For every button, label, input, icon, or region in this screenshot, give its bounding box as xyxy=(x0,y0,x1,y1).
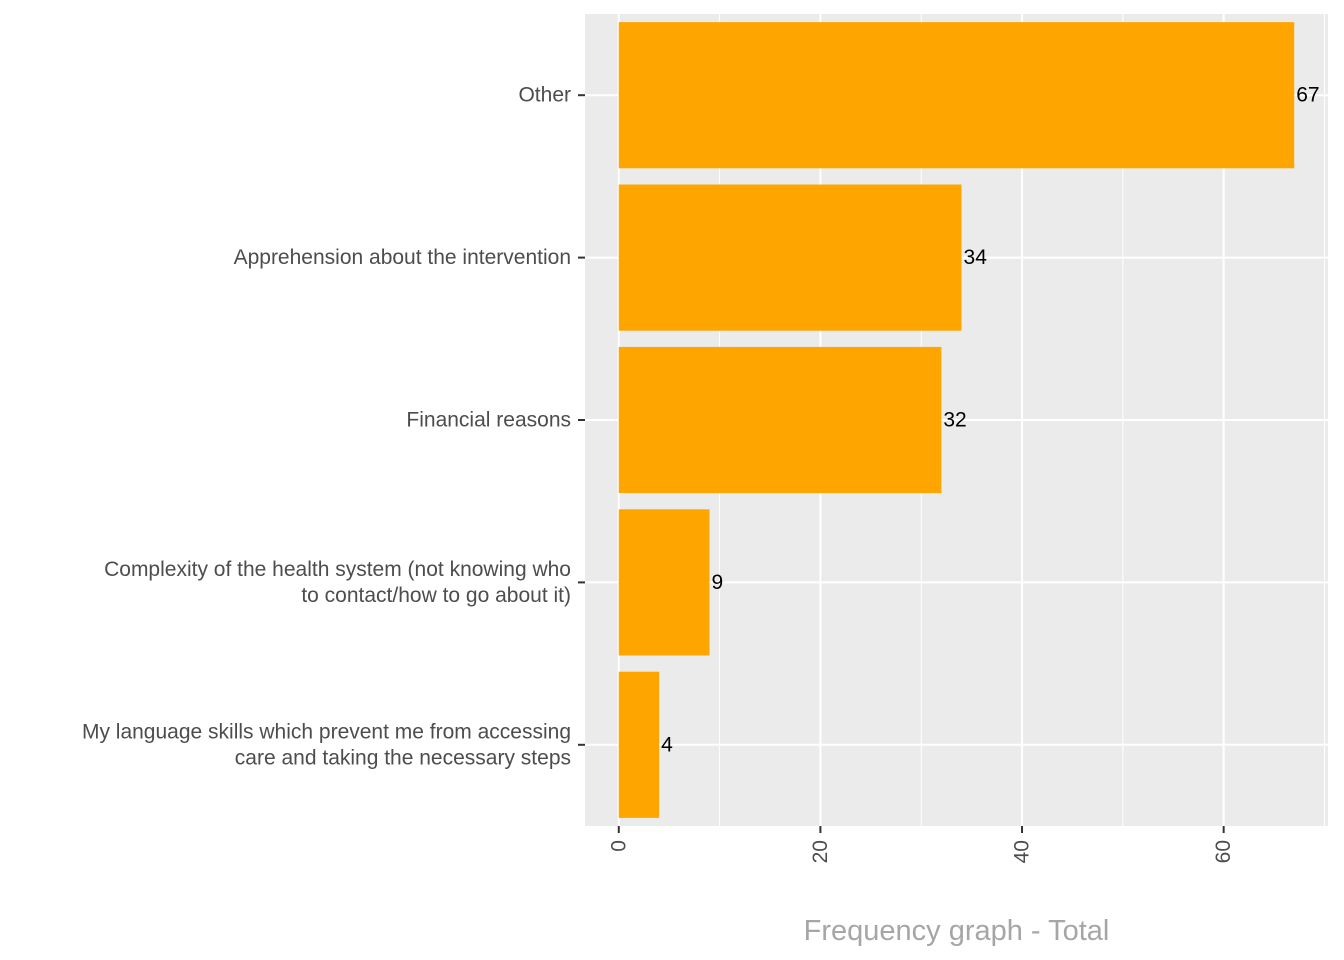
bar-value-label: 4 xyxy=(661,733,673,756)
bar-value-label: 32 xyxy=(943,409,966,432)
y-axis: Other Apprehension about the intervention… xyxy=(82,84,585,769)
bar-value-label: 67 xyxy=(1296,84,1319,107)
x-axis-title: Frequency graph - Total xyxy=(804,915,1110,947)
category-label-line: care and taking the necessary steps xyxy=(235,746,571,769)
bars xyxy=(618,22,1295,818)
x-tick-label: 0 xyxy=(607,840,630,852)
category-label-line: Complexity of the health system (not kno… xyxy=(104,558,571,581)
category-label-line: Other xyxy=(518,84,571,107)
bar-value-label: 9 xyxy=(712,571,724,594)
category-label-line: My language skills which prevent me from… xyxy=(82,720,571,743)
x-tick-label: 20 xyxy=(809,840,832,863)
bar xyxy=(618,22,1295,169)
bar xyxy=(618,671,660,818)
category-label: My language skills which prevent me from… xyxy=(82,720,571,769)
x-tick-label: 60 xyxy=(1212,840,1235,863)
x-axis: 0 20 40 60 xyxy=(607,826,1235,863)
category-label: Other xyxy=(518,84,571,107)
category-label: Complexity of the health system (not kno… xyxy=(104,558,571,607)
category-label-line: to contact/how to go about it) xyxy=(301,584,571,607)
bar xyxy=(618,509,710,656)
category-label: Apprehension about the intervention xyxy=(234,246,571,269)
bar-value-label: 34 xyxy=(964,246,988,269)
bar xyxy=(618,346,942,494)
data-labels: 67 34 32 9 4 xyxy=(661,84,1319,757)
category-label-line: Apprehension about the intervention xyxy=(234,246,571,269)
bar xyxy=(618,184,962,331)
category-label-line: Financial reasons xyxy=(406,409,571,432)
category-label: Financial reasons xyxy=(406,409,571,432)
x-tick-label: 40 xyxy=(1011,840,1034,863)
